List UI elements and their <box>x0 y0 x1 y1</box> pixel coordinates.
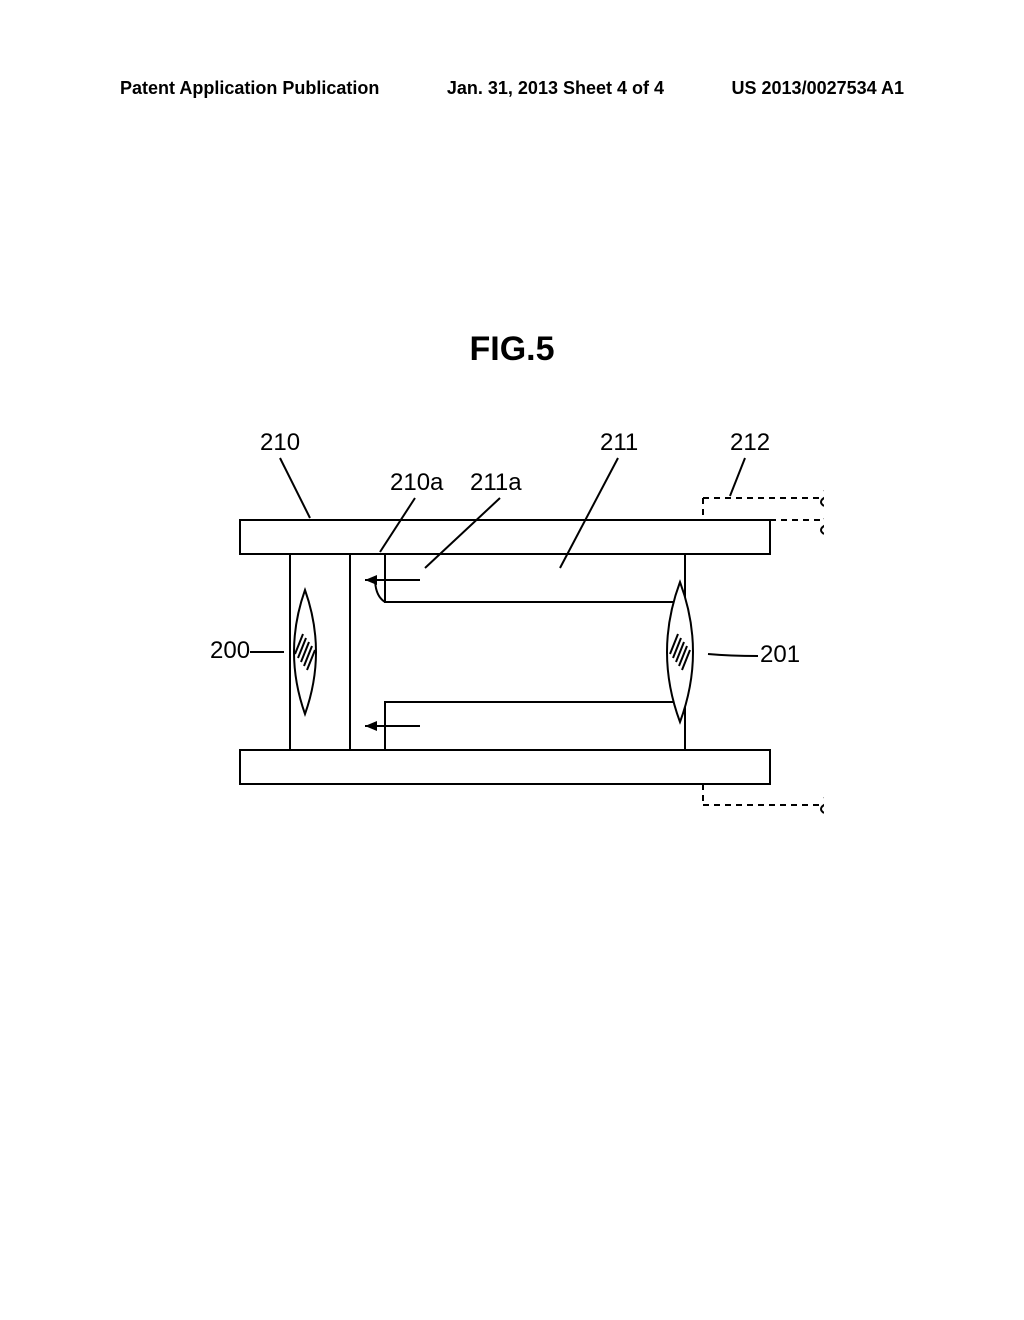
svg-text:200: 200 <box>210 637 250 664</box>
svg-text:210: 210 <box>260 429 300 456</box>
svg-text:201: 201 <box>760 641 800 668</box>
header-center: Jan. 31, 2013 Sheet 4 of 4 <box>447 78 664 99</box>
header-right: US 2013/0027534 A1 <box>732 78 904 99</box>
svg-text:211: 211 <box>600 429 638 456</box>
diagram-figure-5: 210 210a 211a 211 212 200 201 <box>200 420 824 860</box>
page-header: Patent Application Publication Jan. 31, … <box>0 78 1024 99</box>
svg-text:210a: 210a <box>390 469 444 496</box>
figure-label: FIG.5 <box>0 330 1024 369</box>
svg-text:212: 212 <box>730 429 770 456</box>
diagram-svg: 210 210a 211a 211 212 200 201 <box>200 420 824 860</box>
header-left: Patent Application Publication <box>120 78 379 99</box>
svg-text:211a: 211a <box>470 469 522 496</box>
